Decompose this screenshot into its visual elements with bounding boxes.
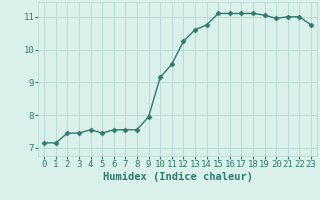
X-axis label: Humidex (Indice chaleur): Humidex (Indice chaleur) <box>103 172 252 182</box>
